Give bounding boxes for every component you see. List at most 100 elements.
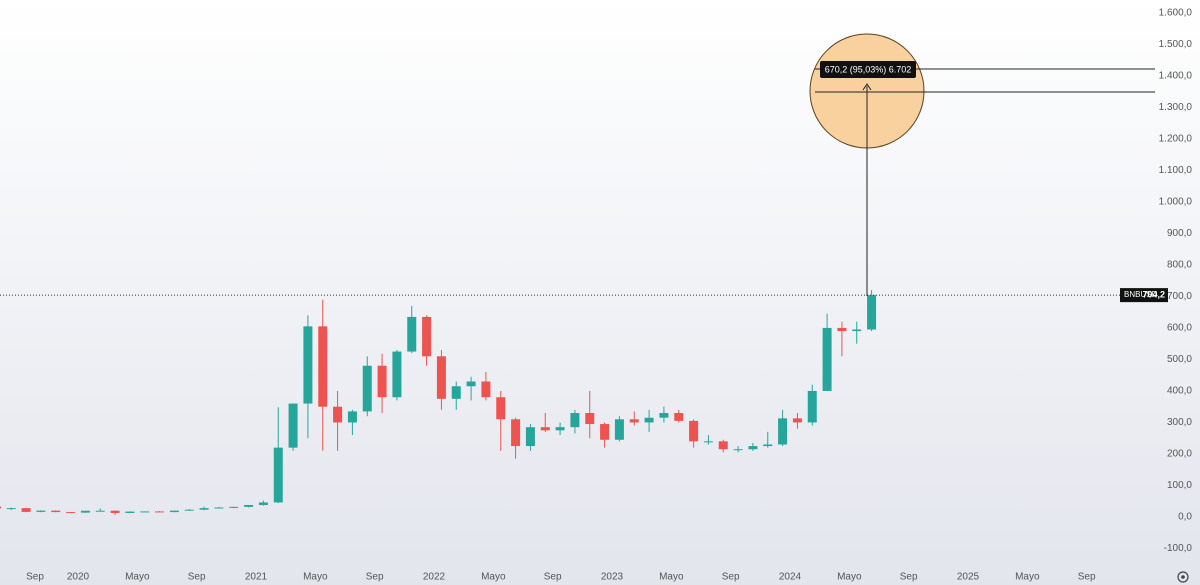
candle-body bbox=[867, 295, 877, 330]
candle-body bbox=[703, 441, 713, 443]
price-label-box bbox=[1120, 288, 1168, 303]
candle-body bbox=[347, 411, 357, 423]
y-tick-label: 1.400,0 bbox=[1159, 71, 1193, 82]
y-tick-label: 1.600,0 bbox=[1159, 8, 1193, 19]
y-tick-label: 1.000,0 bbox=[1159, 197, 1193, 208]
candle-body bbox=[169, 510, 179, 513]
x-tick-label: Mayo bbox=[1015, 572, 1040, 583]
candle-body bbox=[184, 509, 194, 511]
x-tick-label: Mayo bbox=[481, 572, 506, 583]
y-tick-label: 400,0 bbox=[1167, 386, 1192, 397]
candle-body bbox=[214, 507, 224, 509]
y-tick-label: 0,0 bbox=[1178, 512, 1192, 523]
y-tick-label: -100,0 bbox=[1164, 543, 1193, 554]
price-symbol: BNBUSD bbox=[1124, 290, 1158, 299]
x-tick-label: Sep bbox=[722, 572, 740, 583]
candle-body bbox=[199, 508, 209, 510]
candle-body bbox=[525, 427, 535, 447]
x-tick-label: 2022 bbox=[423, 572, 446, 583]
candle-body bbox=[258, 502, 268, 505]
candle-body bbox=[21, 508, 31, 512]
candle-body bbox=[837, 327, 847, 332]
y-tick-label: 500,0 bbox=[1167, 354, 1192, 365]
y-tick-label: 700,0 bbox=[1167, 291, 1192, 302]
candle-body bbox=[481, 381, 491, 398]
candle-body bbox=[422, 316, 432, 357]
candle-body bbox=[570, 412, 580, 428]
y-tick-label: 1.500,0 bbox=[1159, 39, 1193, 50]
x-tick-label: Mayo bbox=[837, 572, 862, 583]
measure-label: 670,2 (95,03%) 6.702 bbox=[825, 64, 912, 74]
y-tick-label: 600,0 bbox=[1167, 323, 1192, 334]
x-tick-label: 2024 bbox=[779, 572, 802, 583]
y-tick-label: 300,0 bbox=[1167, 417, 1192, 428]
candle-body bbox=[6, 508, 16, 510]
x-tick-label: Sep bbox=[188, 572, 206, 583]
x-tick-label: Sep bbox=[1078, 572, 1096, 583]
x-tick-label: Sep bbox=[366, 572, 384, 583]
candle-body bbox=[807, 390, 817, 423]
y-tick-label: 900,0 bbox=[1167, 228, 1192, 239]
candle-body bbox=[585, 412, 595, 425]
x-tick-label: Mayo bbox=[303, 572, 328, 583]
candle-body bbox=[288, 403, 298, 448]
arrow-head bbox=[862, 83, 872, 91]
x-tick-label: 2020 bbox=[67, 572, 90, 583]
candle-body bbox=[0, 506, 1, 509]
x-tick-label: 2025 bbox=[957, 572, 980, 583]
candle-body bbox=[763, 444, 773, 447]
x-tick-label: 2021 bbox=[245, 572, 268, 583]
candle-body bbox=[36, 510, 46, 512]
measure-annotation: 670,2 (95,03%) 6.702 bbox=[809, 33, 1155, 296]
candle-body bbox=[540, 427, 550, 431]
y-tick-label: 1.300,0 bbox=[1159, 102, 1193, 113]
candle-body bbox=[511, 419, 521, 447]
candle-body bbox=[852, 329, 862, 332]
candle-body bbox=[273, 447, 283, 503]
candle-body bbox=[303, 326, 313, 404]
candle-body bbox=[451, 386, 461, 399]
x-tick-label: Sep bbox=[26, 572, 44, 583]
candle-body bbox=[155, 511, 165, 513]
candle-body bbox=[614, 419, 624, 440]
measure-label-box bbox=[820, 61, 916, 78]
candle-body bbox=[600, 424, 610, 440]
candle-body bbox=[51, 510, 61, 513]
candle-body bbox=[689, 420, 699, 442]
y-tick-label: 1.100,0 bbox=[1159, 165, 1193, 176]
candle-body bbox=[555, 427, 565, 431]
y-tick-label: 1.200,0 bbox=[1159, 134, 1193, 145]
candle-body bbox=[125, 511, 135, 513]
candle-body bbox=[318, 326, 328, 407]
candle-body bbox=[659, 412, 669, 418]
candle-body bbox=[644, 417, 654, 423]
candle-body bbox=[778, 418, 788, 445]
settings-icon-dot bbox=[1181, 575, 1185, 579]
y-tick-label: 200,0 bbox=[1167, 449, 1192, 460]
candle-body bbox=[140, 511, 150, 513]
candle-body bbox=[80, 510, 90, 513]
candle-body bbox=[496, 397, 506, 420]
x-tick-label: Sep bbox=[900, 572, 918, 583]
candle-body bbox=[392, 351, 402, 398]
candle-body bbox=[66, 512, 76, 514]
candle-body bbox=[436, 356, 446, 399]
candle-body bbox=[333, 406, 343, 423]
candle-body bbox=[377, 365, 387, 398]
candle-body bbox=[95, 510, 105, 512]
candle-body bbox=[244, 504, 254, 507]
candle-body bbox=[466, 381, 476, 387]
candle-body bbox=[229, 506, 239, 508]
candle-body bbox=[110, 510, 120, 513]
settings-icon[interactable] bbox=[1177, 571, 1189, 583]
candle-body bbox=[718, 441, 728, 450]
y-tick-label: 100,0 bbox=[1167, 480, 1192, 491]
candle-body bbox=[748, 446, 758, 450]
x-tick-label: 2023 bbox=[601, 572, 624, 583]
candle-body bbox=[792, 418, 802, 423]
price-value: 704,2 bbox=[1142, 289, 1165, 299]
candle-body bbox=[407, 316, 417, 352]
candle-body bbox=[674, 412, 684, 421]
